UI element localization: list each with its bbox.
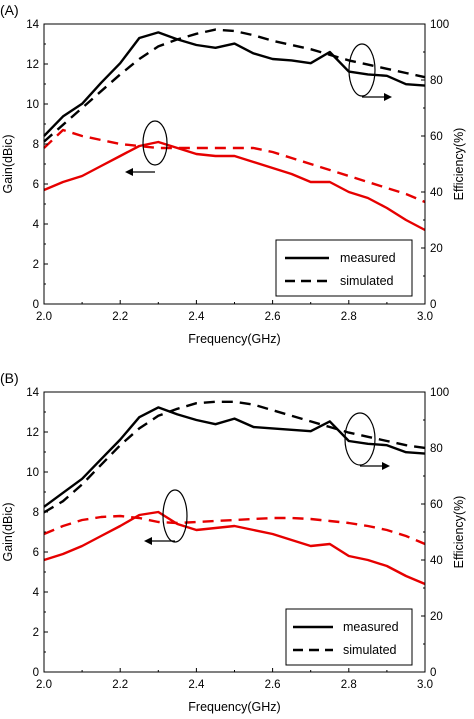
- series-simulated-gain-line: [43, 128, 426, 204]
- x-tick-label: 3.0: [417, 311, 433, 323]
- left-axis-annotation: [125, 120, 168, 176]
- legend: measured simulated: [285, 608, 413, 666]
- left-tick-label: 0: [33, 299, 39, 311]
- x-axis-title: Frequency(GHz): [188, 700, 280, 714]
- left-tick-label: 2: [33, 259, 39, 271]
- left-axis-ticks: 0 2 4 6 8 10 12 14: [26, 19, 48, 311]
- x-axis-ticks: 2.0 2.2 2.4 2.6 2.8 3.0: [36, 300, 433, 323]
- legend-label-simulated: simulated: [340, 274, 394, 288]
- legend-box: [275, 239, 413, 297]
- left-tick-label: 2: [33, 627, 39, 639]
- left-tick-label: 4: [33, 587, 40, 599]
- right-tick-label: 60: [430, 131, 443, 143]
- series-measured-efficiency-line: [43, 31, 426, 137]
- annotation-ellipse: [162, 489, 188, 543]
- x-tick-label: 2.8: [341, 311, 357, 323]
- left-tick-label: 0: [33, 667, 39, 679]
- x-tick-label: 2.4: [188, 679, 205, 691]
- left-tick-label: 14: [26, 19, 39, 31]
- left-tick-label: 10: [26, 467, 39, 479]
- x-tick-label: 2.2: [112, 679, 128, 691]
- series-measured-gain-line: [43, 140, 426, 232]
- annotation-arrow-head: [125, 168, 133, 176]
- annotation-arrow-head: [144, 537, 152, 545]
- right-tick-label: 0: [430, 667, 436, 679]
- annotation-ellipse: [348, 43, 376, 97]
- series-measured-efficiency-line: [43, 406, 426, 508]
- right-tick-label: 40: [430, 555, 443, 567]
- right-tick-label: 0: [430, 299, 436, 311]
- left-tick-label: 8: [33, 139, 39, 151]
- left-axis-annotation: [144, 489, 188, 545]
- right-tick-label: 100: [430, 387, 449, 399]
- right-axis-ticks: 0 20 40 60 80 100: [421, 387, 449, 679]
- right-axis-annotation: [344, 412, 390, 470]
- x-tick-label: 2.8: [341, 679, 357, 691]
- x-tick-label: 2.6: [265, 311, 281, 323]
- x-tick-label: 2.0: [36, 679, 52, 691]
- left-axis-title: Gain(dBic): [1, 134, 15, 193]
- right-tick-label: 100: [430, 19, 449, 31]
- x-tick-label: 3.0: [417, 679, 433, 691]
- series-measured-gain-line: [43, 510, 426, 586]
- series-simulated-gain-line: [43, 514, 426, 546]
- annotation-arrow-head: [384, 93, 392, 101]
- left-axis-ticks: 0 2 4 6 8 10 12 14: [26, 387, 48, 679]
- legend-label-measured: measured: [340, 251, 396, 265]
- annotation-ellipse: [344, 412, 376, 466]
- x-tick-label: 2.6: [265, 679, 281, 691]
- right-tick-label: 20: [430, 611, 443, 623]
- series-simulated-efficiency-line: [43, 400, 426, 514]
- left-tick-label: 14: [26, 387, 39, 399]
- x-tick-label: 2.4: [188, 311, 205, 323]
- x-axis-ticks: 2.0 2.2 2.4 2.6 2.8 3.0: [36, 668, 433, 691]
- left-tick-label: 4: [33, 219, 40, 231]
- data-layer: [43, 400, 426, 586]
- right-axis-title: Efficiency(%): [452, 496, 466, 569]
- x-axis-title: Frequency(GHz): [188, 332, 280, 346]
- legend-label-simulated: simulated: [343, 643, 397, 657]
- panel-a: (A) 2.0 2.2 2.4 2.6 2.8 3.0 0 2 4 6 8 10 12 14 0 20 40…: [0, 2, 466, 346]
- left-tick-label: 8: [33, 507, 39, 519]
- right-axis-ticks: 0 20 40 60 80 100: [421, 19, 449, 311]
- right-tick-label: 40: [430, 187, 443, 199]
- legend-label-measured: measured: [343, 620, 399, 634]
- panel-b: (B) 2.0 2.2 2.4 2.6 2.8 3.0 0 2 4 6 8 10 12 14 0 20 40…: [0, 370, 466, 714]
- right-tick-label: 60: [430, 499, 443, 511]
- legend-box: [285, 608, 413, 666]
- legend: measured simulated: [275, 239, 413, 297]
- annotation-ellipse: [142, 120, 168, 166]
- left-tick-label: 12: [26, 59, 39, 71]
- right-tick-label: 20: [430, 243, 443, 255]
- data-layer: [43, 28, 426, 232]
- x-tick-label: 2.0: [36, 311, 52, 323]
- right-tick-label: 80: [430, 75, 443, 87]
- panel-label: (B): [0, 370, 19, 386]
- left-axis-title: Gain(dBic): [1, 502, 15, 561]
- right-axis-title: Efficiency(%): [452, 128, 466, 201]
- right-tick-label: 80: [430, 443, 443, 455]
- x-tick-label: 2.2: [112, 311, 128, 323]
- panel-label: (A): [0, 2, 19, 18]
- annotation-arrow-head: [382, 462, 390, 470]
- left-tick-label: 10: [26, 99, 39, 111]
- left-tick-label: 12: [26, 427, 39, 439]
- left-tick-label: 6: [33, 547, 39, 559]
- left-tick-label: 6: [33, 179, 39, 191]
- right-axis-annotation: [348, 43, 392, 101]
